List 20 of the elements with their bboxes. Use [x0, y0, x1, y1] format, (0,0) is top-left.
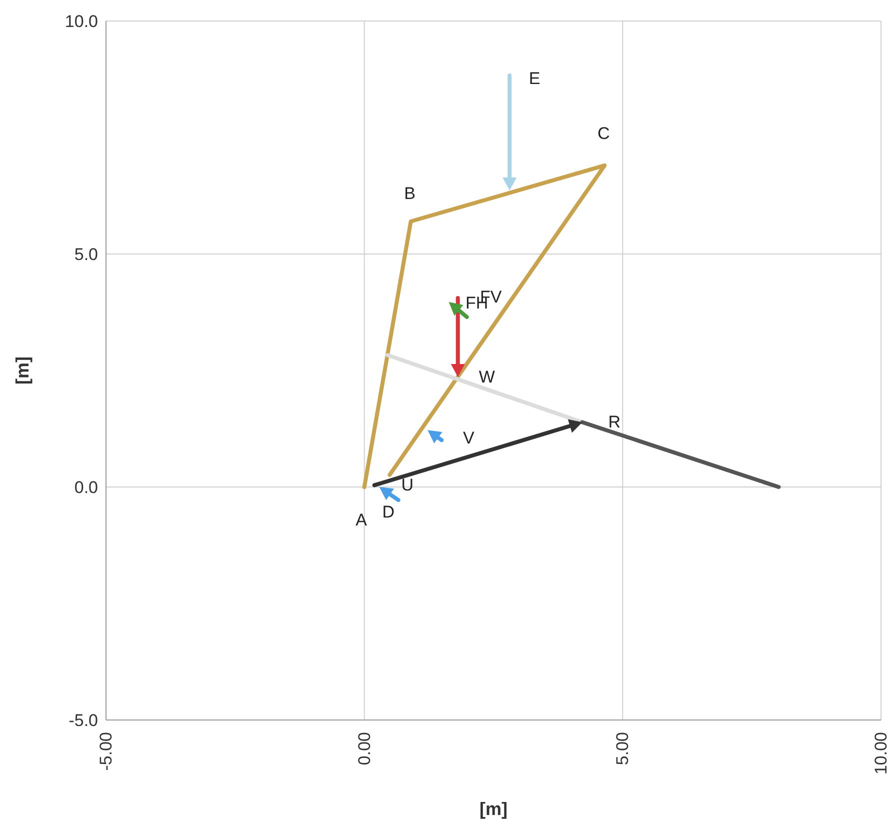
- annotation: B: [404, 184, 416, 203]
- x-axis-title: [m]: [480, 799, 508, 819]
- annotation: C: [597, 124, 610, 143]
- annotation: W: [478, 368, 495, 387]
- x-tick-label: -5.00: [96, 732, 116, 771]
- annotation: V: [462, 428, 475, 448]
- annotation: E: [528, 68, 540, 88]
- line-series: [362, 163, 607, 489]
- y-tick-label: 0.0: [74, 478, 98, 498]
- annotation: U: [401, 476, 414, 494]
- y-tick-label: 5.0: [74, 245, 98, 264]
- annotation: A: [356, 510, 368, 530]
- y-tick-label: -5.0: [68, 711, 98, 730]
- y-tick-label: 10.0: [64, 12, 98, 32]
- x-tick-label: 5.00: [613, 732, 632, 766]
- x-tick-label: 10.00: [872, 732, 890, 775]
- y-axis-title: [m]: [12, 356, 32, 384]
- x-tick-label: 0.00: [354, 732, 374, 766]
- annotation: R: [608, 412, 621, 432]
- annotation: D: [382, 502, 394, 522]
